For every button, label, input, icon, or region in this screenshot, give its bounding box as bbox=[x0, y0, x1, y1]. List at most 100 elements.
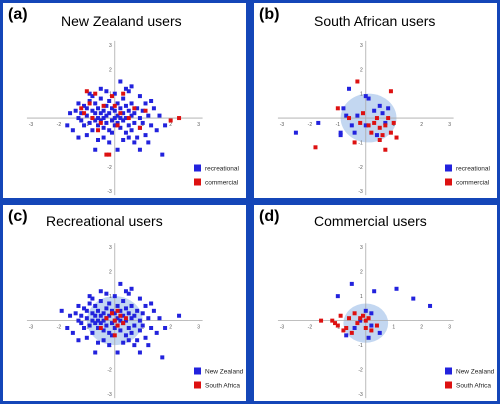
point-new-zealand bbox=[104, 291, 109, 296]
point-recreational bbox=[157, 113, 162, 118]
point-recreational bbox=[132, 120, 137, 125]
point-commercial bbox=[355, 79, 360, 84]
point-new-zealand bbox=[76, 318, 81, 323]
point-recreational bbox=[115, 147, 120, 152]
point-commercial bbox=[168, 118, 173, 123]
x-tick-label: 2 bbox=[169, 325, 172, 331]
point-recreational bbox=[107, 98, 112, 103]
point-new-zealand bbox=[112, 294, 117, 299]
point-new-zealand bbox=[79, 313, 84, 318]
point-commercial bbox=[121, 91, 126, 96]
point-recreational bbox=[104, 103, 109, 108]
point-new-zealand bbox=[82, 306, 87, 311]
point-recreational bbox=[383, 120, 388, 125]
point-commercial bbox=[383, 147, 388, 152]
point-south-africa bbox=[104, 316, 109, 321]
point-new-zealand bbox=[118, 318, 123, 323]
point-recreational bbox=[118, 106, 123, 111]
point-recreational bbox=[355, 113, 360, 118]
point-recreational bbox=[93, 118, 98, 123]
point-new-zealand bbox=[411, 296, 416, 301]
point-new-zealand bbox=[76, 338, 81, 343]
point-commercial bbox=[101, 103, 106, 108]
point-new-zealand bbox=[98, 299, 103, 304]
point-recreational bbox=[363, 123, 368, 128]
point-recreational bbox=[84, 113, 89, 118]
point-new-zealand bbox=[132, 343, 137, 348]
point-south-africa bbox=[344, 325, 349, 330]
point-new-zealand bbox=[143, 335, 148, 340]
point-recreational bbox=[121, 96, 126, 101]
point-new-zealand bbox=[129, 303, 134, 308]
point-recreational bbox=[123, 86, 128, 91]
x-tick-label: 2 bbox=[169, 122, 172, 128]
point-recreational bbox=[101, 108, 106, 113]
panel-label: (b) bbox=[259, 6, 280, 23]
point-recreational bbox=[293, 130, 298, 135]
panel-b: -3 -3 -2 -2 -1 -1 1 1 2 2 3 3 recreational commercial… bbox=[254, 3, 497, 198]
legend-swatch bbox=[445, 164, 452, 172]
y-tick-label: 2 bbox=[109, 67, 112, 73]
point-new-zealand bbox=[135, 308, 140, 313]
point-recreational bbox=[70, 128, 75, 133]
point-commercial bbox=[388, 89, 393, 94]
point-recreational bbox=[84, 106, 89, 111]
point-recreational bbox=[118, 79, 123, 84]
point-new-zealand bbox=[96, 318, 101, 323]
point-new-zealand bbox=[129, 330, 134, 335]
point-new-zealand bbox=[84, 335, 89, 340]
y-tick-label: -3 bbox=[107, 189, 112, 195]
point-south-africa bbox=[121, 321, 126, 326]
point-recreational bbox=[112, 108, 117, 113]
point-new-zealand bbox=[151, 308, 156, 313]
point-new-zealand bbox=[149, 301, 154, 306]
point-recreational bbox=[372, 108, 377, 113]
point-recreational bbox=[115, 101, 120, 106]
point-new-zealand bbox=[90, 318, 95, 323]
point-new-zealand bbox=[372, 289, 377, 294]
point-new-zealand bbox=[115, 350, 120, 355]
point-recreational bbox=[118, 116, 123, 121]
point-new-zealand bbox=[87, 323, 92, 328]
point-recreational bbox=[349, 123, 354, 128]
point-commercial bbox=[391, 120, 396, 125]
legend-label: New Zealand bbox=[456, 369, 495, 376]
point-recreational bbox=[132, 111, 137, 116]
point-south-africa bbox=[363, 318, 368, 323]
chart-title: Commercial users bbox=[314, 213, 427, 229]
x-tick-label: 1 bbox=[392, 122, 395, 128]
point-recreational bbox=[104, 89, 109, 94]
point-recreational bbox=[84, 133, 89, 138]
point-new-zealand bbox=[109, 308, 114, 313]
point-new-zealand bbox=[126, 325, 131, 330]
point-recreational bbox=[146, 113, 151, 118]
point-recreational bbox=[112, 91, 117, 96]
point-new-zealand bbox=[123, 318, 128, 323]
legend-label: New Zealand bbox=[205, 369, 244, 376]
y-tick-label: -2 bbox=[107, 368, 112, 374]
point-new-zealand bbox=[160, 355, 165, 360]
point-new-zealand bbox=[137, 296, 142, 301]
x-tick-label: -2 bbox=[57, 325, 62, 331]
x-tick-label: 1 bbox=[141, 325, 144, 331]
point-recreational bbox=[137, 116, 142, 121]
point-new-zealand bbox=[107, 313, 112, 318]
panel-label: (c) bbox=[8, 208, 28, 225]
point-commercial bbox=[82, 111, 87, 116]
point-recreational bbox=[126, 135, 131, 140]
y-tick-label: 2 bbox=[360, 270, 363, 276]
point-recreational bbox=[109, 106, 114, 111]
point-new-zealand bbox=[349, 281, 354, 286]
point-recreational bbox=[68, 111, 73, 116]
point-recreational bbox=[143, 101, 148, 106]
point-recreational bbox=[126, 123, 131, 128]
x-tick-label: 3 bbox=[448, 122, 451, 128]
point-new-zealand bbox=[132, 323, 137, 328]
point-recreational bbox=[129, 128, 134, 133]
point-new-zealand bbox=[118, 281, 123, 286]
point-new-zealand bbox=[344, 333, 349, 338]
point-recreational bbox=[140, 120, 145, 125]
point-south-africa bbox=[112, 318, 117, 323]
point-commercial bbox=[352, 140, 357, 145]
point-new-zealand bbox=[115, 316, 120, 321]
